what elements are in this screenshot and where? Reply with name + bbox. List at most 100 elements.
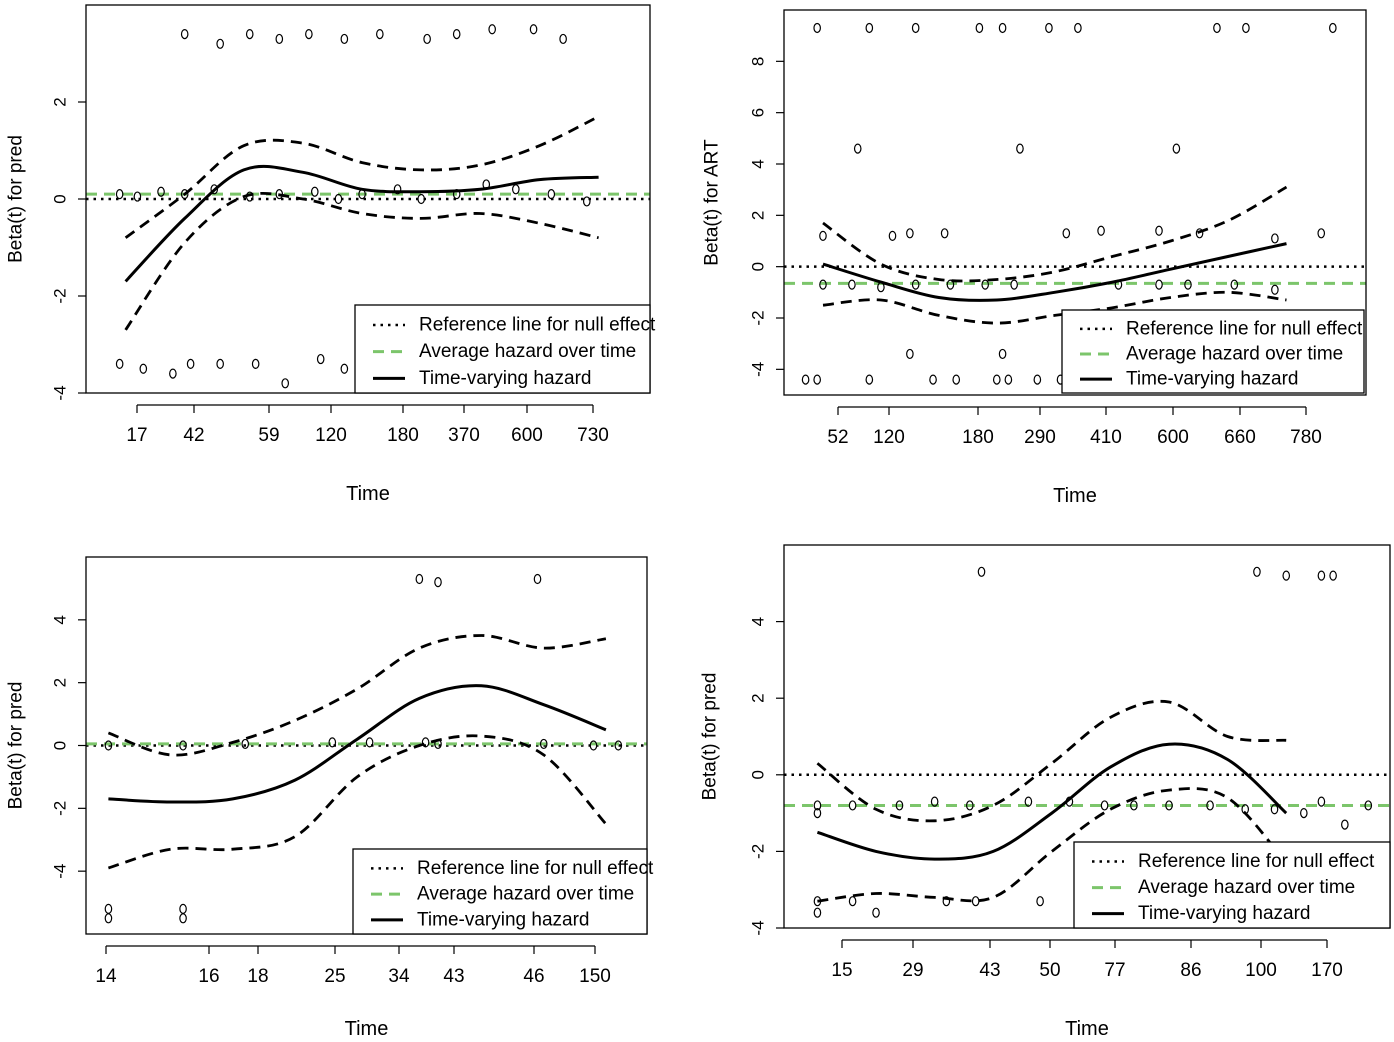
data-point xyxy=(115,358,124,369)
data-point xyxy=(245,191,254,202)
y-tick-label: -4 xyxy=(51,385,70,400)
data-point xyxy=(1317,796,1326,807)
confidence-band-2 xyxy=(107,734,607,870)
data-point xyxy=(1036,896,1044,907)
data-point xyxy=(1024,796,1033,807)
data-point xyxy=(334,193,343,205)
data-point xyxy=(251,358,260,369)
y-axis-label: Beta(t) for pred xyxy=(700,673,721,801)
data-point xyxy=(1253,566,1261,577)
y-tick-label: 6 xyxy=(749,108,768,117)
data-point xyxy=(275,189,284,200)
data-point xyxy=(1364,800,1373,811)
x-axis-label: Time xyxy=(1053,485,1097,507)
data-point xyxy=(813,807,822,819)
data-point xyxy=(582,196,591,207)
x-tick-label: 120 xyxy=(873,427,905,448)
data-point xyxy=(1155,225,1163,236)
data-point xyxy=(952,374,961,385)
data-point xyxy=(1329,22,1337,34)
data-point xyxy=(216,38,224,49)
confidence-band-2 xyxy=(124,192,599,331)
data-point xyxy=(1317,570,1326,581)
data-point xyxy=(423,33,431,45)
y-axis-label: Beta(t) for pred xyxy=(6,135,27,263)
data-point xyxy=(998,22,1007,34)
y-tick-label: -4 xyxy=(51,864,70,879)
data-point xyxy=(1172,143,1181,154)
x-tick-label: 410 xyxy=(1090,427,1122,448)
data-point xyxy=(877,282,885,293)
confidence-band-1 xyxy=(107,634,607,757)
confidence-band-2 xyxy=(817,787,1288,903)
data-point xyxy=(848,896,857,907)
y-tick-label: 0 xyxy=(51,194,70,203)
data-point xyxy=(1045,22,1053,34)
y-tick-label: 8 xyxy=(749,57,768,66)
data-point xyxy=(1062,228,1071,239)
data-point xyxy=(589,740,598,751)
data-point xyxy=(210,184,219,195)
x-tick-label: 120 xyxy=(315,425,347,446)
data-point xyxy=(1033,374,1042,385)
data-point xyxy=(946,279,955,290)
data-point xyxy=(533,573,542,585)
data-point xyxy=(1230,279,1239,290)
confidence-band-1 xyxy=(822,185,1288,283)
data-point xyxy=(1165,800,1173,811)
data-point xyxy=(929,374,937,385)
data-point xyxy=(328,737,337,748)
data-point xyxy=(316,353,325,365)
legend: Reference line for null effect Average ha… xyxy=(354,304,656,394)
data-point xyxy=(452,28,461,40)
data-point xyxy=(1004,374,1013,385)
y-tick-label: -2 xyxy=(749,844,768,859)
data-point xyxy=(971,896,980,907)
data-point xyxy=(115,189,124,200)
legend-label: Average hazard over time xyxy=(1126,344,1343,365)
y-tick-label: -2 xyxy=(51,288,70,303)
data-point xyxy=(865,22,874,34)
data-point xyxy=(157,186,165,197)
legend-label: Time-varying hazard xyxy=(419,368,591,389)
data-point xyxy=(911,22,920,34)
data-point xyxy=(275,33,284,45)
x-tick-label: 42 xyxy=(183,425,204,446)
data-point xyxy=(281,378,290,389)
y-axis-label: Beta(t) for ART xyxy=(702,139,723,266)
data-point xyxy=(906,348,914,360)
x-tick-label: 290 xyxy=(1024,427,1056,448)
data-point xyxy=(853,143,862,154)
x-tick-label: 43 xyxy=(443,966,464,987)
data-point xyxy=(340,363,349,374)
legend-label: Reference line for null effect xyxy=(1126,318,1363,339)
data-point xyxy=(911,279,920,290)
legend: Reference line for null effect Average ha… xyxy=(1061,309,1365,394)
data-point xyxy=(1282,570,1291,581)
data-point xyxy=(1271,233,1279,244)
data-point xyxy=(415,573,424,585)
x-tick-label: 86 xyxy=(1180,960,1201,981)
data-point xyxy=(186,358,195,369)
time-varying-hazard-line xyxy=(822,242,1287,302)
y-tick-label: -4 xyxy=(749,920,768,935)
data-point xyxy=(1097,225,1105,236)
x-tick-label: 180 xyxy=(962,427,994,448)
plot-area xyxy=(86,573,647,924)
x-tick-label: 29 xyxy=(902,960,923,981)
y-tick-label: 4 xyxy=(749,159,768,168)
data-point xyxy=(975,22,984,34)
data-point xyxy=(1016,143,1024,154)
x-tick-label: 59 xyxy=(258,425,279,446)
data-point xyxy=(179,903,187,914)
x-tick-label: 15 xyxy=(831,960,852,981)
y-tick-label: 4 xyxy=(749,617,768,626)
plot-area xyxy=(784,566,1390,918)
data-point xyxy=(179,740,187,751)
x-tick-label: 52 xyxy=(827,427,848,448)
data-point xyxy=(1341,819,1349,830)
x-tick-label: 180 xyxy=(387,425,419,446)
data-point xyxy=(104,903,113,914)
legend-label: Reference line for null effect xyxy=(417,858,654,879)
